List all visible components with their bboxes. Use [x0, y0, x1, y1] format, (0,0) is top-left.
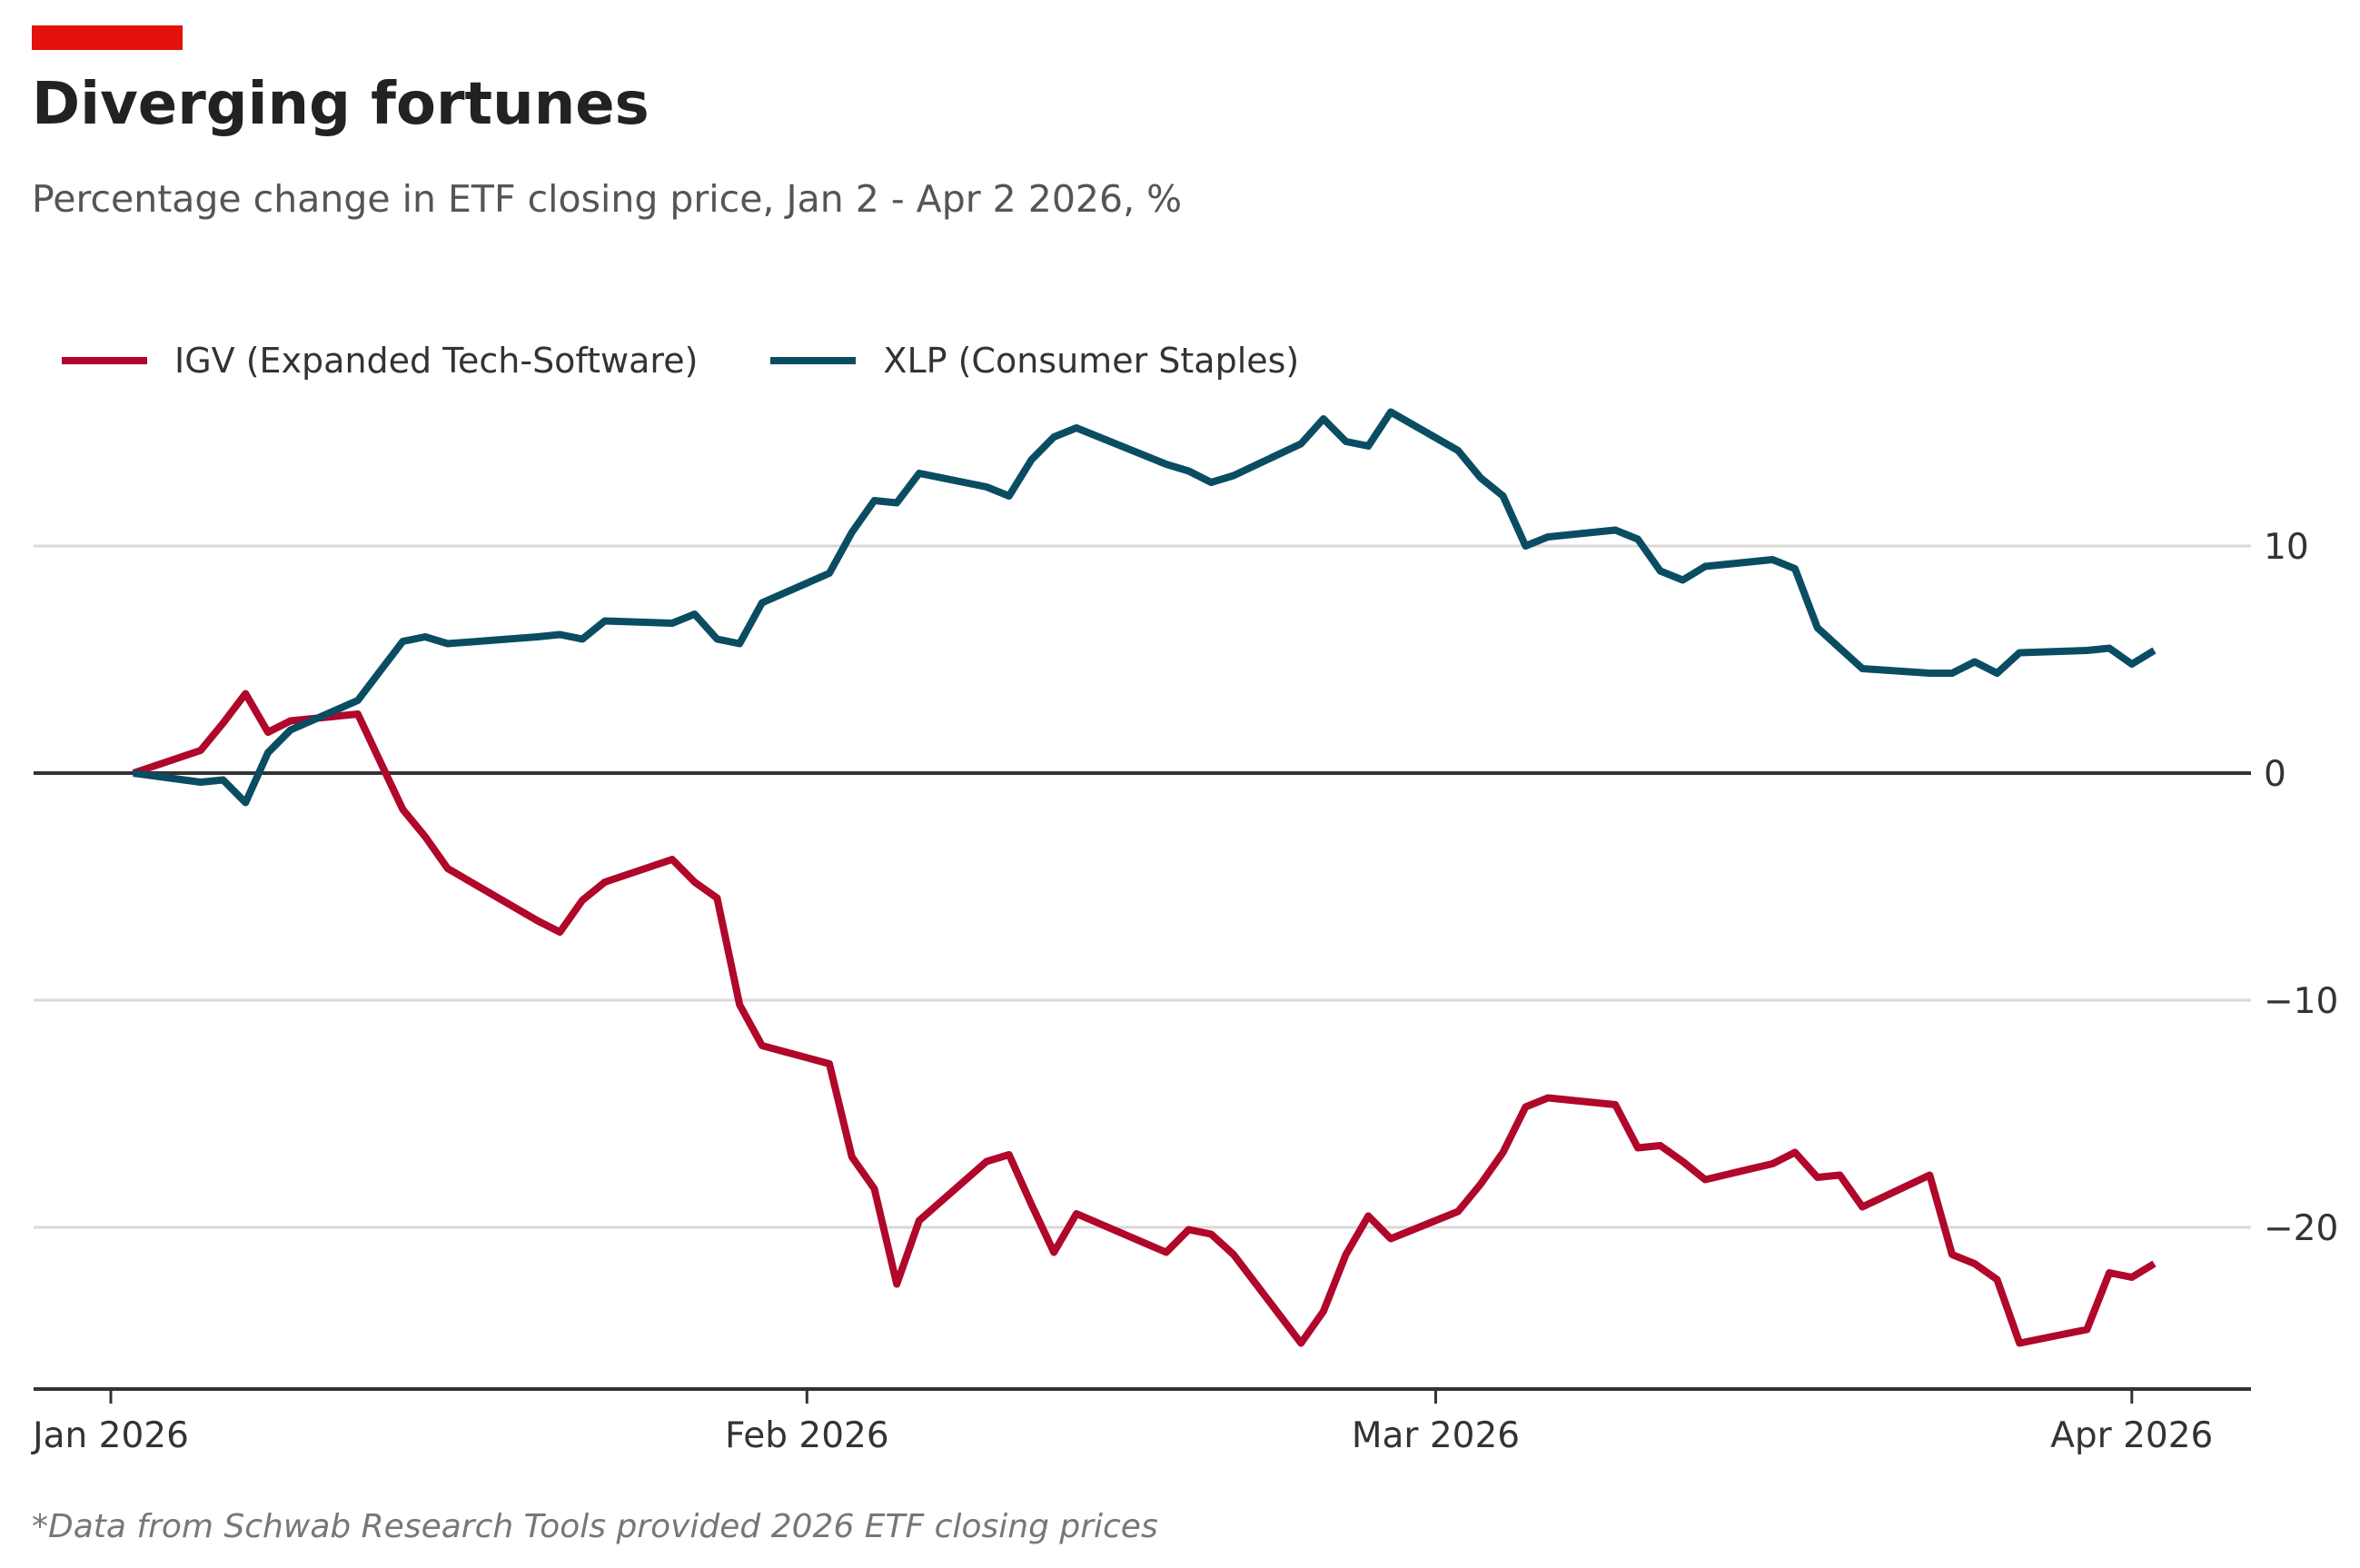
x-tick-label: Apr 2026 [2050, 1415, 2213, 1456]
y-tick-label: −10 [2264, 981, 2338, 1022]
y-tick-label: −20 [2264, 1208, 2338, 1249]
y-tick-label: 0 [2264, 754, 2286, 795]
x-tick-label: Mar 2026 [1352, 1415, 1520, 1456]
legend-label-xlp: XLP (Consumer Staples) [883, 341, 1300, 381]
accent-bar [32, 25, 183, 50]
source-note: *Data from Schwab Research Tools provide… [32, 1508, 1158, 1545]
legend-label-igv: IGV (Expanded Tech-Software) [174, 341, 699, 381]
legend-swatch-igv [62, 357, 147, 364]
chart-subtitle: Percentage change in ETF closing price, … [32, 177, 1183, 221]
legend-item-igv: IGV (Expanded Tech-Software) [62, 341, 698, 381]
igv-line [132, 690, 2157, 1347]
chart-title: Diverging fortunes [32, 71, 649, 138]
x-tick-label: Jan 2026 [30, 1415, 189, 1456]
legend: IGV (Expanded Tech-Software) XLP (Consum… [62, 341, 1372, 381]
legend-item-xlp: XLP (Consumer Staples) [770, 341, 1299, 381]
x-tick-label: Feb 2026 [725, 1415, 889, 1456]
legend-swatch-xlp [770, 357, 857, 364]
y-tick-label: 10 [2264, 527, 2309, 568]
xlp-line [133, 408, 2157, 807]
